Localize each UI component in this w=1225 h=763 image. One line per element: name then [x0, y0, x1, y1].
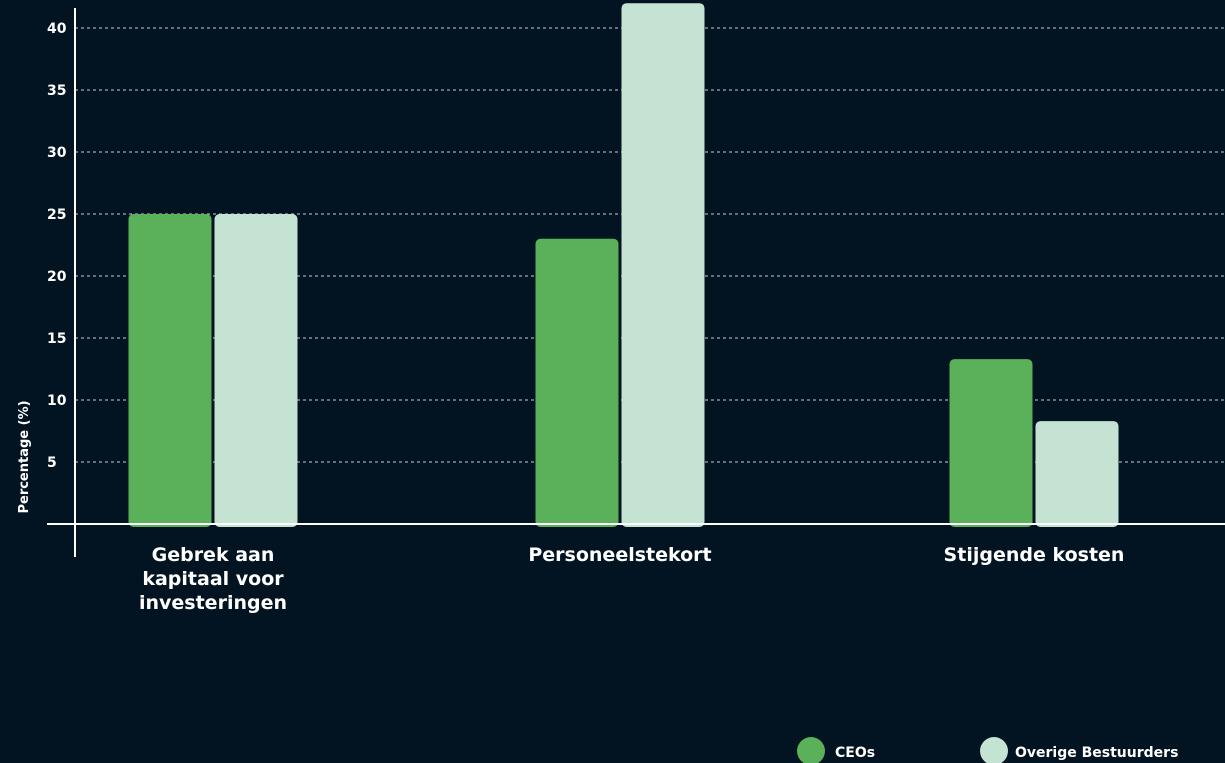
y-tick-label: 15	[47, 331, 66, 347]
y-tick-label: 40	[47, 21, 67, 37]
bar-ceos	[535, 238, 619, 528]
x-category-label: Gebrek aan	[152, 544, 275, 566]
y-tick-label: 10	[47, 393, 67, 409]
x-category-label: Personeelstekort	[528, 544, 711, 566]
bar-ceos	[949, 359, 1033, 527]
legend-swatch	[980, 737, 1008, 763]
y-tick-label: 20	[47, 269, 67, 285]
y-tick-label: 25	[47, 207, 66, 223]
legend: CEOs Overige Bestuurders	[797, 737, 1178, 763]
x-category-label: Stijgende kosten	[944, 544, 1125, 566]
bar-overige-bestuurders	[1035, 421, 1119, 527]
y-axis-ticks: 5 10 15 20 25 30 35 40	[47, 21, 67, 471]
legend-label: Overige Bestuurders	[1015, 745, 1178, 761]
y-axis-title: Percentage (%)	[17, 400, 32, 513]
y-tick-label: 5	[47, 455, 57, 471]
y-tick-label: 35	[47, 83, 66, 99]
axes	[47, 8, 1225, 557]
bar-overige-bestuurders	[214, 214, 298, 527]
bar-ceos	[128, 214, 212, 527]
y-tick-label: 30	[47, 145, 67, 161]
bars	[128, 3, 1119, 528]
legend-label: CEOs	[835, 745, 875, 761]
x-category-label: kapitaal voor	[142, 568, 284, 590]
bar-overige-bestuurders	[621, 3, 705, 527]
legend-swatch	[797, 737, 825, 763]
x-category-label: investeringen	[139, 592, 287, 614]
